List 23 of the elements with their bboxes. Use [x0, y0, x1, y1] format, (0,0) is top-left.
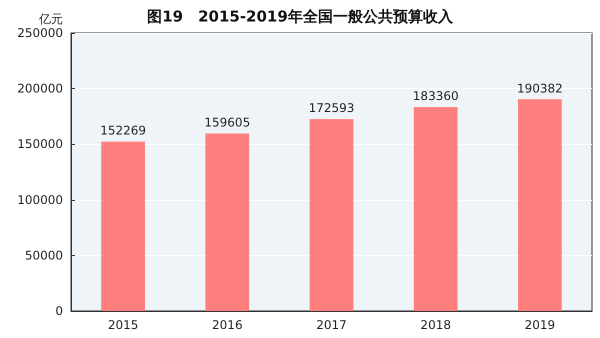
bar: [205, 134, 250, 311]
data-label: 159605: [204, 116, 250, 130]
y-axis-title: 亿元: [38, 12, 63, 26]
y-tick-label: 150000: [17, 137, 63, 152]
y-tick-label: 50000: [24, 248, 63, 262]
data-label: 183360: [412, 89, 459, 104]
y-tick-label: 200000: [17, 82, 63, 96]
bar: [101, 142, 145, 311]
chart-title: 图19 2015-2019年全国一般公共预算收入: [147, 8, 454, 26]
y-tick-label: 0: [55, 304, 63, 318]
data-label: 172593: [308, 101, 354, 116]
bar: [518, 99, 562, 311]
data-label: 190382: [516, 81, 563, 96]
y-tick-label: 250000: [17, 26, 63, 40]
bar: [414, 107, 458, 311]
x-tick-label: 2015: [108, 318, 138, 332]
x-tick-label: 2017: [316, 318, 347, 332]
x-tick-label: 2018: [420, 318, 451, 332]
y-tick-label: 100000: [17, 192, 63, 207]
x-tick-label: 2019: [524, 318, 556, 332]
data-label: 152269: [100, 124, 146, 138]
x-tick-label: 2016: [212, 318, 243, 332]
bar: [310, 119, 354, 311]
